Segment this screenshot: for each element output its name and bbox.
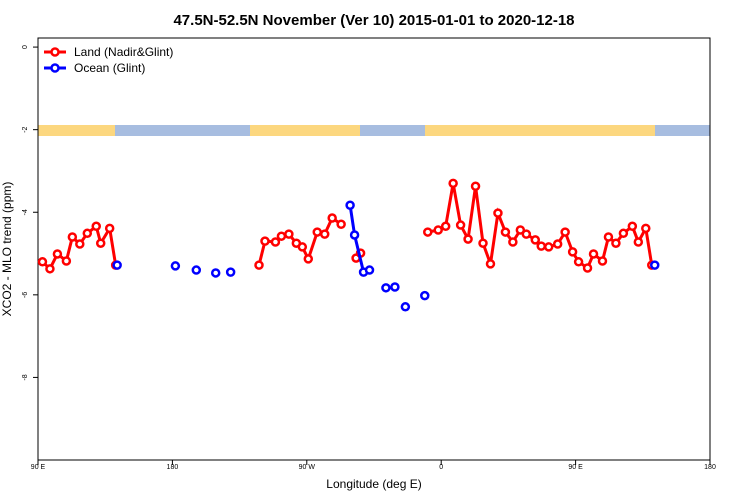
point xyxy=(52,249,63,259)
land-band xyxy=(38,125,115,136)
ocean-band xyxy=(115,125,250,136)
point xyxy=(191,265,202,275)
point xyxy=(627,221,638,232)
y-tick-label: -8 xyxy=(22,374,29,380)
point xyxy=(560,227,570,237)
point xyxy=(260,236,270,246)
point xyxy=(345,200,355,210)
point xyxy=(423,227,433,237)
point xyxy=(493,208,503,218)
ocean-band xyxy=(655,125,710,136)
x-tick-label: 180 xyxy=(167,464,179,471)
point xyxy=(588,249,599,259)
legend-marker xyxy=(50,63,60,73)
point xyxy=(82,228,93,239)
point xyxy=(67,232,78,242)
point xyxy=(349,230,360,240)
point xyxy=(603,232,614,242)
point xyxy=(276,231,287,241)
point xyxy=(543,242,554,252)
point xyxy=(649,260,660,270)
point xyxy=(37,257,48,267)
point xyxy=(364,265,375,275)
point xyxy=(573,257,584,267)
x-tick-label: 0 xyxy=(439,464,443,471)
x-tick-label: 90 E xyxy=(568,464,583,471)
point xyxy=(582,263,593,273)
point xyxy=(270,237,281,247)
point xyxy=(440,221,451,232)
point xyxy=(112,260,122,270)
land-ocean-strip xyxy=(38,125,710,136)
point xyxy=(633,237,644,247)
point xyxy=(225,267,236,277)
legend-label: Ocean (Glint) xyxy=(74,61,145,75)
point xyxy=(303,254,314,264)
x-axis-label: Longitude (deg E) xyxy=(326,477,421,491)
point xyxy=(618,228,629,239)
point xyxy=(448,178,458,189)
point xyxy=(500,227,511,237)
point xyxy=(91,221,101,232)
point xyxy=(530,235,541,245)
point xyxy=(463,234,473,244)
point xyxy=(327,213,337,223)
point xyxy=(515,225,526,235)
y-tick-label: 0 xyxy=(22,45,29,49)
point xyxy=(420,290,430,301)
ocean-band xyxy=(360,125,425,136)
point xyxy=(45,264,55,274)
point xyxy=(61,256,72,266)
point xyxy=(521,229,532,239)
point xyxy=(400,302,411,312)
point xyxy=(297,242,308,252)
legend-marker xyxy=(50,47,60,57)
point xyxy=(170,261,181,271)
point xyxy=(254,260,264,270)
point xyxy=(455,220,466,230)
legend-label: Land (Nadir&Glint) xyxy=(74,45,173,59)
point xyxy=(567,247,578,257)
point xyxy=(508,237,518,247)
point xyxy=(641,223,651,234)
point xyxy=(312,227,323,237)
y-axis-label: XCO2 - MLO trend (ppm) xyxy=(0,182,14,317)
point xyxy=(552,239,563,249)
point xyxy=(470,181,481,191)
point xyxy=(336,219,346,229)
series-line xyxy=(41,183,654,272)
point xyxy=(381,283,391,293)
point xyxy=(95,238,106,248)
point xyxy=(597,256,608,266)
plot-frame xyxy=(37,37,711,461)
point xyxy=(478,238,488,248)
point xyxy=(611,238,621,248)
land-band xyxy=(250,125,360,136)
point xyxy=(536,241,547,251)
y-tick-label: -4 xyxy=(22,209,29,215)
point xyxy=(104,223,115,234)
point xyxy=(433,225,443,235)
point xyxy=(210,268,221,278)
chart-title: 47.5N-52.5N November (Ver 10) 2015-01-01… xyxy=(173,12,574,29)
point xyxy=(284,229,294,239)
point xyxy=(485,259,496,269)
land-band xyxy=(425,125,655,136)
point xyxy=(319,229,330,239)
x-tick-label: 90 W xyxy=(299,464,316,471)
x-tick-label: 180 xyxy=(704,464,716,471)
y-tick-label: -2 xyxy=(22,126,29,132)
point xyxy=(75,239,85,249)
x-tick-label: 90 E xyxy=(31,464,46,471)
point xyxy=(390,282,400,292)
y-tick-label: -6 xyxy=(22,292,29,298)
